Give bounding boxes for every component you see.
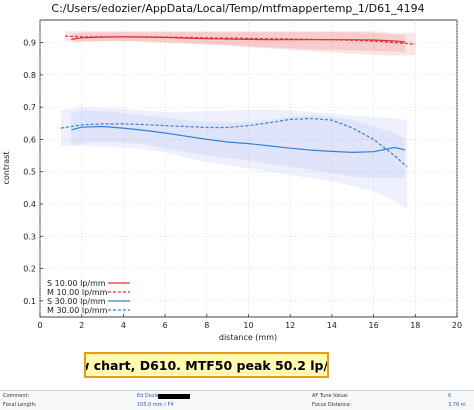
chart: C:/Users/edozier/AppData/Local/Temp/mtfm… bbox=[2, 2, 462, 342]
series-lines bbox=[60, 35, 416, 168]
legend-label: S 10.00 lp/mm bbox=[47, 279, 106, 288]
focus-distance-value: 3.76 m bbox=[448, 402, 466, 408]
x-tick-label: 18 bbox=[410, 321, 420, 330]
y-tick-label: 0.6 bbox=[23, 135, 36, 144]
x-tick-label: 20 bbox=[452, 321, 462, 330]
confidence-band bbox=[60, 107, 408, 209]
y-tick-label: 0.3 bbox=[23, 232, 36, 241]
x-axis-label: distance (mm) bbox=[219, 333, 277, 342]
x-tick-label: 0 bbox=[37, 321, 42, 330]
series-line bbox=[60, 117, 408, 168]
chart-caption: New chart, D610. MTF50 peak 50.2 lp/mm bbox=[84, 352, 329, 378]
chart-title: C:/Users/edozier/AppData/Local/Temp/mtfm… bbox=[51, 2, 424, 15]
y-tick-label: 0.7 bbox=[23, 103, 36, 112]
af-tune-label: AF Tune Value: bbox=[312, 393, 349, 399]
x-tick-label: 4 bbox=[121, 321, 126, 330]
y-tick-label: 0.1 bbox=[23, 297, 36, 306]
legend-label: S 30.00 lp/mm bbox=[47, 297, 106, 306]
metadata-row: Comment: Ed Dozier AF Tune Value: 6 bbox=[0, 392, 474, 401]
af-tune-value: 6 bbox=[448, 393, 452, 399]
focal-length-label: Focal Length: bbox=[3, 402, 37, 408]
y-tick-label: 0.2 bbox=[23, 265, 36, 274]
series-line bbox=[64, 35, 416, 45]
metadata-row: Focal Length: 105.0 mm / F4 Focus Distan… bbox=[0, 401, 474, 410]
x-tick-label: 8 bbox=[204, 321, 209, 330]
y-tick-label: 0.4 bbox=[23, 200, 36, 209]
y-axis-ticks: 0.1 0.2 0.3 0.4 0.5 0.6 0.7 0.8 0.9 bbox=[23, 39, 43, 306]
y-tick-label: 0.9 bbox=[23, 39, 36, 48]
x-tick-label: 2 bbox=[79, 321, 84, 330]
comment-label: Comment: bbox=[3, 393, 30, 399]
series-line bbox=[71, 125, 406, 154]
x-tick-label: 14 bbox=[327, 321, 337, 330]
x-tick-label: 10 bbox=[243, 321, 253, 330]
focus-distance-label: Focus Distance: bbox=[312, 402, 352, 408]
metadata-strip: Comment: Ed Dozier AF Tune Value: 6 Foca… bbox=[0, 390, 474, 410]
y-tick-label: 0.8 bbox=[23, 71, 36, 80]
legend-label: M 10.00 lp/mm bbox=[47, 288, 108, 297]
confidence-band bbox=[71, 110, 405, 179]
y-axis-label: contrast bbox=[2, 152, 11, 185]
focal-length-value: 105.0 mm / F4 bbox=[137, 402, 174, 408]
x-tick-label: 6 bbox=[163, 321, 168, 330]
legend: S 10.00 lp/mmM 10.00 lp/mmS 30.00 lp/mmM… bbox=[47, 279, 130, 315]
redaction-bar bbox=[158, 394, 190, 399]
comment-value: Ed Dozier bbox=[137, 393, 161, 399]
x-axis-ticks: 0 2 4 6 8 10 12 14 16 18 20 bbox=[37, 314, 462, 330]
x-tick-label: 12 bbox=[285, 321, 295, 330]
series-line bbox=[71, 36, 405, 43]
y-tick-label: 0.5 bbox=[23, 168, 36, 177]
x-tick-label: 16 bbox=[369, 321, 379, 330]
legend-label: M 30.00 lp/mm bbox=[47, 306, 108, 315]
plot-area bbox=[39, 19, 458, 318]
confidence-bands bbox=[60, 31, 416, 209]
